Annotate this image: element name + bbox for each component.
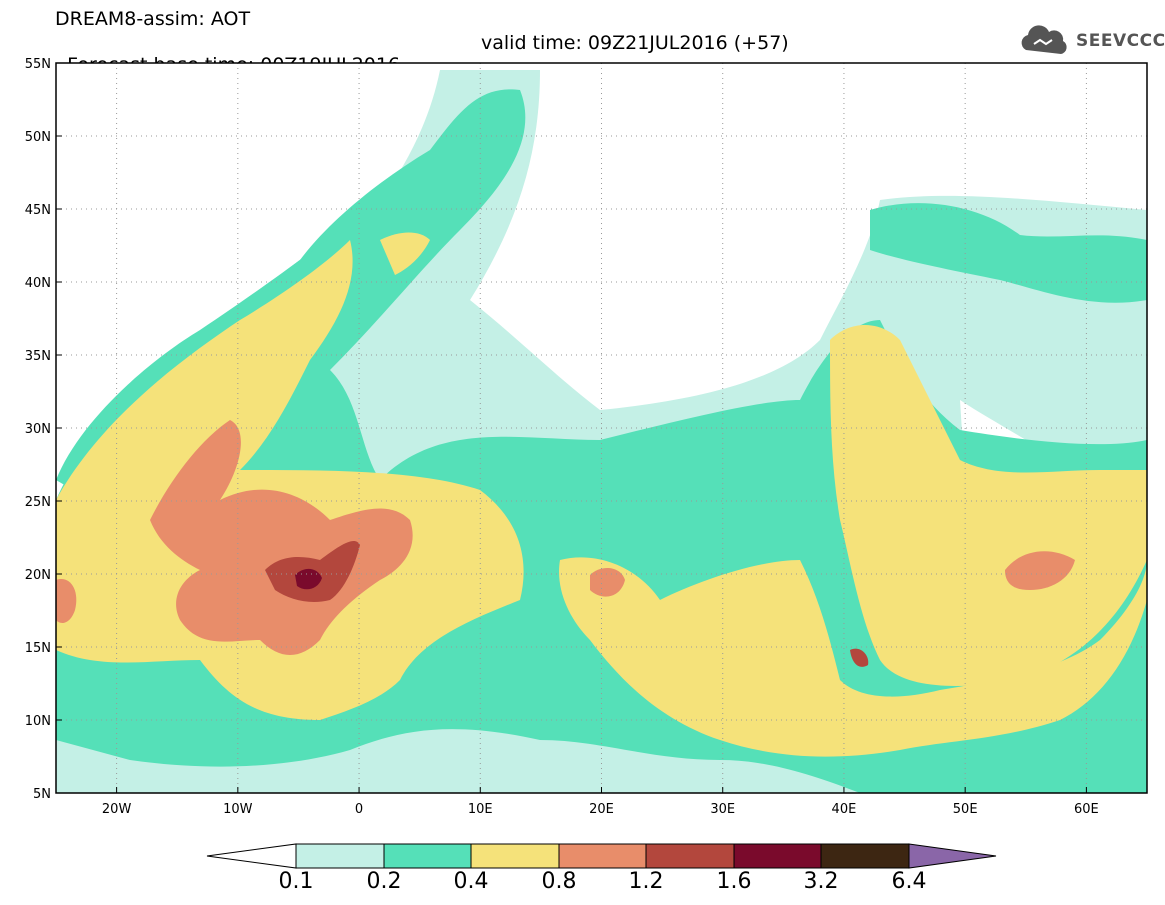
colorbar [206,843,997,869]
lon-tick-label: 10E [468,802,493,817]
colorbar-label: 0.1 [278,869,314,894]
colorbar-swatch-5 [645,843,735,869]
lat-tick-label: 5N [33,787,51,802]
lat-tick-label: 20N [25,568,51,583]
cloud-icon [1021,25,1067,54]
colorbar-arrow-high [908,843,997,869]
aot-band-0.8 [56,420,1075,655]
graticule [56,63,1147,793]
lon-tick-label: 10W [223,802,253,817]
colorbar-arrow-low [206,843,297,869]
lat-tick-label: 35N [25,349,51,364]
lon-tick-label: 0 [355,802,363,817]
lat-tick-label: 10N [25,714,51,729]
aot-band-0.4 [56,232,1147,757]
lon-tick-label: 20W [102,802,132,817]
lon-tick-label: 60E [1074,802,1099,817]
lon-tick-label: 50E [953,802,978,817]
colorbar-swatch-2 [383,843,472,869]
lon-tick-label: 40E [832,802,857,817]
lat-tick-label: 45N [25,203,51,218]
map-title: DREAM8-assim: AOT [55,8,251,30]
lat-tick-label: 25N [25,495,51,510]
axis-ticks: 20W 10W 0 10E 20E 30E 40E 50E 60E 5N 10N 15N 20N 25N 3… [25,57,1099,817]
lat-tick-label: 30N [25,422,51,437]
colorbar-swatch-3 [470,843,560,869]
lat-tick-label: 55N [25,57,51,72]
colorbar-label: 0.2 [366,869,402,894]
colorbar-label: 0.8 [541,869,577,894]
lon-tick-label: 20E [589,802,614,817]
colorbar-label: 3.2 [803,869,839,894]
lat-tick-label: 15N [25,641,51,656]
aot-field [56,63,1147,793]
lat-tick-label: 40N [25,276,51,291]
colorbar-swatch-1 [295,843,385,869]
colorbar-swatch-6 [733,843,822,869]
logo-text: SEEVCCC [1076,31,1165,51]
colorbar-label: 6.4 [891,869,927,894]
colorbar-swatch-4 [558,843,647,869]
colorbar-swatch-7 [820,843,910,869]
colorbar-label: 0.4 [453,869,489,894]
colorbar-label: 1.2 [628,869,664,894]
valid-time: valid time: 09Z21JUL2016 (+57) [481,32,789,54]
lat-tick-label: 50N [25,130,51,145]
lon-tick-label: 30E [710,802,735,817]
colorbar-label: 1.6 [716,869,752,894]
seevccc-logo: SEEVCCC [1016,22,1165,58]
